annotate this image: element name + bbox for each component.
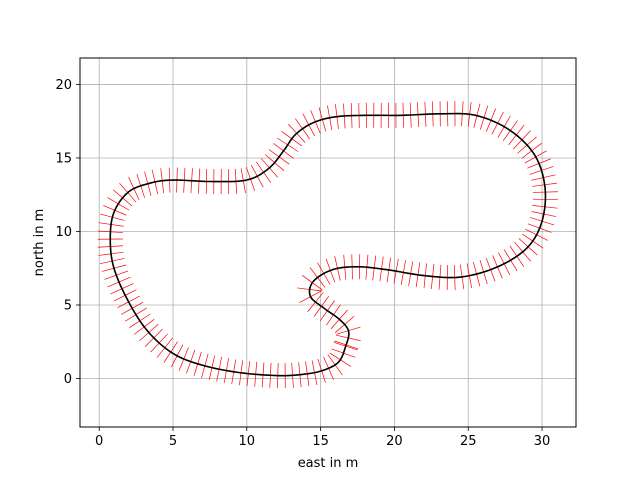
x-tick-label: 30	[534, 434, 551, 449]
x-tick-label: 15	[312, 434, 329, 449]
y-axis-title: north in m	[32, 209, 47, 277]
x-tick-label: 25	[460, 434, 477, 449]
x-tick-label: 10	[239, 434, 256, 449]
grid-lines	[80, 58, 576, 427]
x-axis-title: east in m	[298, 456, 359, 471]
y-tick-label: 15	[55, 151, 72, 166]
x-tick-label: 5	[169, 434, 177, 449]
y-tick-label: 5	[64, 298, 72, 313]
track-centerline	[109, 112, 547, 377]
y-tick-label: 0	[64, 372, 72, 387]
y-tick-label: 20	[55, 78, 72, 93]
x-tick-label: 20	[386, 434, 403, 449]
axis-ticks: 0 5 10 15 20 25 30 0 5 10 15 20	[55, 78, 550, 449]
y-tick-label: 10	[55, 225, 72, 240]
plot-area-frame	[79, 57, 577, 428]
x-tick-label: 0	[95, 434, 103, 449]
